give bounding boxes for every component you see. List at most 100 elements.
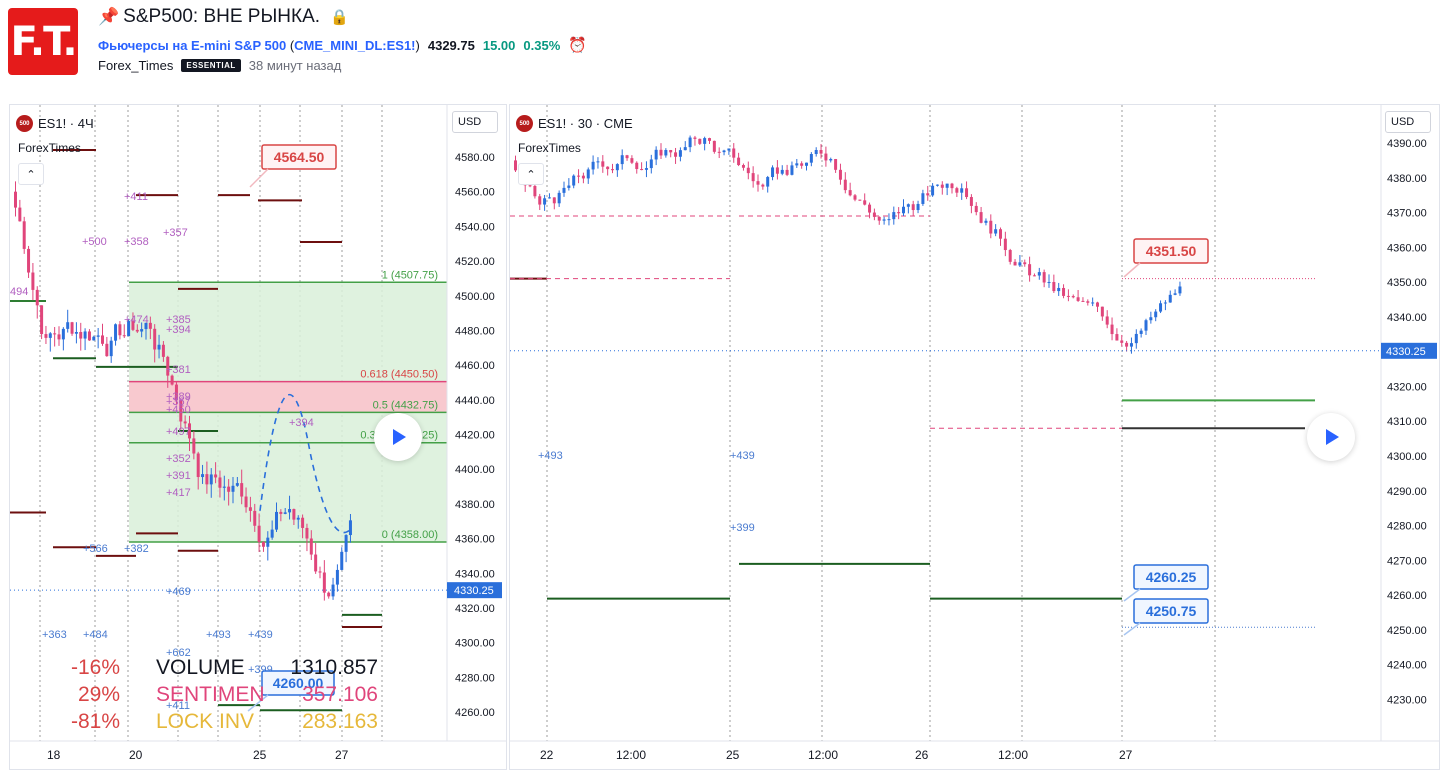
symbol-price: 4329.75 <box>427 37 475 53</box>
candle-body <box>61 328 65 340</box>
y-tick: 4240.00 <box>1387 660 1427 672</box>
callout-high-box <box>1133 238 1209 264</box>
last-price-text: 4330.25 <box>454 585 494 597</box>
play-button[interactable] <box>374 413 422 461</box>
candle-body <box>892 212 896 220</box>
candle-body <box>785 169 789 175</box>
annotation-label: +566 <box>83 543 108 555</box>
play-button[interactable] <box>1307 413 1355 461</box>
stat-value: 357.106 <box>302 683 378 706</box>
candle-body <box>288 509 292 513</box>
candle-body <box>640 169 644 171</box>
stat-pct: -16% <box>71 656 120 679</box>
candle-body <box>960 188 964 193</box>
currency-button[interactable]: USD <box>1385 111 1431 133</box>
annotation-label: +358 <box>124 236 149 248</box>
callout-pointer <box>1123 622 1141 636</box>
candle-body <box>1105 316 1109 325</box>
candle-body <box>766 177 770 187</box>
chevron-up-icon: ⌃ <box>526 168 536 181</box>
candle-body <box>118 324 122 336</box>
last-price-tag <box>447 582 502 599</box>
collapse-legend-button[interactable]: ⌃ <box>18 163 44 185</box>
candle-body <box>625 155 629 159</box>
brand-logo[interactable]: F.T. <box>8 8 78 75</box>
candle-body <box>1115 334 1119 341</box>
candle-body <box>834 159 838 170</box>
candle-body <box>814 150 818 155</box>
lock-icon: 🔒 <box>330 9 349 26</box>
candle-body <box>805 162 808 166</box>
candle-body <box>27 248 31 273</box>
left-chart-panel[interactable]: 1 (4507.75) 0.618 (4450.50) 0.5 (4432.75) 0… <box>9 104 507 770</box>
candle-body <box>122 335 126 337</box>
candle-body <box>1032 275 1036 277</box>
left-chart-author: ForexTimes <box>18 141 81 155</box>
candle-body <box>214 474 218 478</box>
candle-body <box>916 203 920 211</box>
y-tick: 4500.00 <box>455 291 495 303</box>
annotation-label: +500 <box>82 236 107 248</box>
annotation-label: +399 <box>730 522 755 534</box>
annotation-label: +484 <box>83 629 108 641</box>
candle-body <box>266 537 270 547</box>
symbol-link[interactable]: Фьючерсы на E-mini S&P 500 (CME_MINI_DL:… <box>98 37 420 53</box>
annotation-label: +493 <box>206 629 231 641</box>
candle-body <box>96 335 100 337</box>
pin-icon: 📌 <box>98 7 120 26</box>
candle-body <box>305 527 309 539</box>
candle-body <box>596 161 600 163</box>
x-tick: 26 <box>915 748 929 762</box>
candle-body <box>114 324 118 341</box>
candle-body <box>935 184 939 186</box>
candle-body <box>183 421 187 424</box>
y-tick: 4520.00 <box>455 256 495 268</box>
right-chart-canvas[interactable]: +493 +439 +399 4390.00 4380.00 4370.00 4360.00… <box>510 105 1439 769</box>
annotation-label: +439 <box>730 450 755 462</box>
candle-body <box>231 485 235 492</box>
candle-body <box>620 155 624 165</box>
candle-body <box>931 185 935 196</box>
candle-body <box>1129 343 1133 347</box>
stat-value: 1310.857 <box>290 656 378 679</box>
candle-body <box>858 199 862 201</box>
callout-low1-text: 4260.25 <box>1146 569 1197 585</box>
y-tick: 4280.00 <box>455 672 495 684</box>
x-tick: 20 <box>129 748 143 762</box>
left-chart-canvas[interactable]: 1 (4507.75) 0.618 (4450.50) 0.5 (4432.75) 0… <box>10 105 506 769</box>
projection-path <box>259 394 351 534</box>
candle-body <box>1042 272 1046 283</box>
candle-body <box>253 510 257 526</box>
candle-body <box>1139 330 1143 334</box>
candle-body <box>144 322 148 330</box>
candle-body <box>314 554 318 572</box>
x-tick: 12:00 <box>616 748 646 762</box>
price-axis <box>447 105 506 769</box>
candle-body <box>1134 333 1138 344</box>
candle-body <box>577 175 581 177</box>
candle-body <box>318 571 322 573</box>
last-price-tag <box>1381 342 1437 359</box>
play-icon <box>393 429 406 445</box>
candle-body <box>1057 287 1061 292</box>
author-name[interactable]: Forex_Times <box>98 58 174 73</box>
candle-body <box>611 169 614 171</box>
candle-body <box>708 138 711 141</box>
annotation-label: +411 <box>166 700 190 712</box>
y-tick: 4400.00 <box>455 464 495 476</box>
candle-body <box>906 204 910 207</box>
candle-body <box>240 483 244 497</box>
candle-body <box>1066 295 1070 297</box>
fib-label: 0.618 (4450.50) <box>360 369 438 381</box>
collapse-legend-button[interactable]: ⌃ <box>518 163 544 185</box>
currency-button[interactable]: USD <box>452 111 498 133</box>
candle-body <box>74 332 78 334</box>
market-clock-icon[interactable]: ⏰ <box>568 37 587 54</box>
stat-pct: -81% <box>71 710 120 733</box>
candle-body <box>101 335 104 344</box>
candle-body <box>44 334 48 338</box>
candle-body <box>1159 303 1163 312</box>
es-coin-icon: 500 <box>516 115 533 132</box>
right-chart-panel[interactable]: +493 +439 +399 4390.00 4380.00 4370.00 4360.00… <box>509 104 1440 770</box>
candle-body <box>756 181 760 185</box>
